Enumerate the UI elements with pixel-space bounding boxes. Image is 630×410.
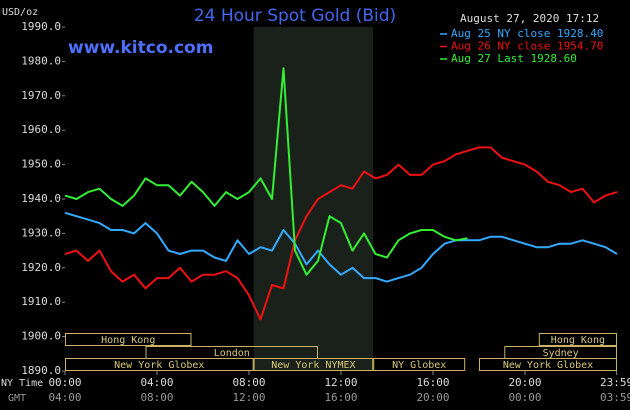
x2-tick-label: 12:00 [232,391,265,404]
session-label: New York Globex [114,360,204,371]
session-box [538,333,617,346]
session-box [479,358,617,371]
x-tick-label: 04:00 [140,376,173,389]
session-highlight [253,27,374,371]
x2-tick-label: 03:59 [600,391,630,404]
x2-tick-label: 16:00 [324,391,357,404]
x2-tick-label: 00:00 [508,391,541,404]
x2-axis-label: GMT [8,393,26,404]
session-label: Hong Kong [101,335,155,346]
y-axis-label: USD/oz [2,7,38,18]
y-tick-label: 1990.0 [21,20,61,33]
session-label: Sydney [543,348,579,359]
legend-label: Aug 26 NY close 1954.70 [451,40,603,53]
x2-tick-label: 04:00 [48,391,81,404]
y-tick-label: 1960.0 [21,123,61,136]
x-tick-label: 12:00 [324,376,357,389]
session-box [65,333,192,346]
x-tick-label: 20:00 [508,376,541,389]
legend-label: Aug 25 NY close 1928.40 [451,27,603,40]
x-tick-label: 23:59 [600,376,630,389]
y-tick-label: 1950.0 [21,158,61,171]
session-box [253,358,374,371]
y-tick-label: 1930.0 [21,226,61,239]
legend-label: Aug 27 Last 1928.60 [451,52,577,65]
session-box [373,358,466,371]
y-tick-label: 1940.0 [21,192,61,205]
x2-tick-label: 08:00 [140,391,173,404]
session-label: NY Globex [392,360,446,371]
series-line [64,146,618,321]
y-tick-label: 1900.0 [21,330,61,343]
x-tick-label: 00:00 [48,376,81,389]
y-tick-label: 1980.0 [21,54,61,67]
y-tick-label: 1910.0 [21,295,61,308]
y-tick-label: 1970.0 [21,89,61,102]
session-label: New York NYMEX [271,360,355,371]
chart-title: 24 Hour Spot Gold (Bid) [194,6,396,26]
x-tick-label: 08:00 [232,376,265,389]
x2-tick-label: 20:00 [416,391,449,404]
subtitle: August 27, 2020 17:12 [460,12,599,25]
session-label: Hong Kong [551,335,605,346]
watermark: www.kitco.com [68,38,213,58]
y-tick-label: 1890.0 [21,364,61,377]
session-label: New York Globex [503,360,593,371]
x-tick-label: 16:00 [416,376,449,389]
session-label: London [214,348,250,359]
session-box [65,358,254,371]
x-axis-label: NY Time [1,378,43,389]
series-line [64,211,618,283]
y-tick-label: 1920.0 [21,261,61,274]
series-line [64,67,468,276]
